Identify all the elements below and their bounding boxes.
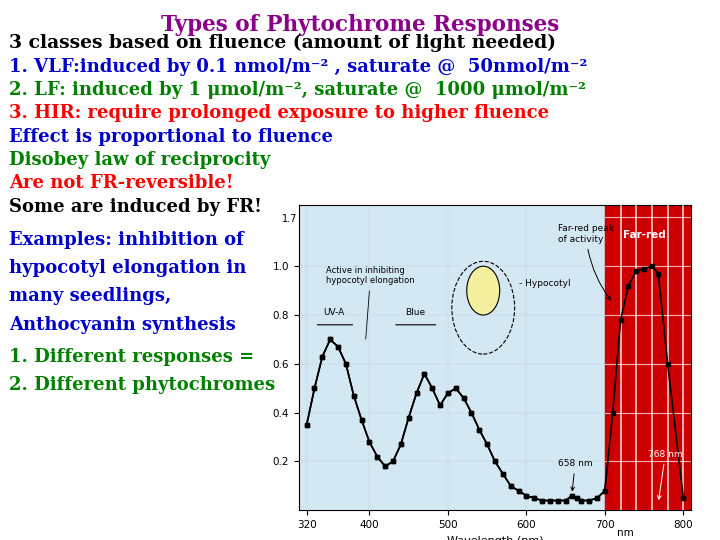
Text: Anthocyanin synthesis: Anthocyanin synthesis [9,316,235,334]
Text: Far-red peak
of activity: Far-red peak of activity [558,225,613,300]
Text: Disobey law of reciprocity: Disobey law of reciprocity [9,151,270,169]
Text: 768 nm: 768 nm [648,450,683,499]
Text: 1.7: 1.7 [282,214,297,224]
Text: Active in inhibiting
hypocotyl elongation: Active in inhibiting hypocotyl elongatio… [326,266,415,339]
Text: 3 classes based on fluence (amount of light needed): 3 classes based on fluence (amount of li… [9,33,556,52]
Text: many seedlings,: many seedlings, [9,287,171,305]
Text: hypocotyl elongation in: hypocotyl elongation in [9,259,246,277]
Text: Some are induced by FR!: Some are induced by FR! [9,198,261,216]
Text: 1. Different responses =: 1. Different responses = [9,348,253,366]
Text: Effect is proportional to fluence: Effect is proportional to fluence [9,128,333,146]
Text: Types of Phytochrome Responses: Types of Phytochrome Responses [161,14,559,36]
X-axis label: Wavelength (nm): Wavelength (nm) [446,536,544,540]
Text: 658 nm: 658 nm [558,460,593,490]
Ellipse shape [467,266,500,315]
Text: Are not FR-reversible!: Are not FR-reversible! [9,174,233,192]
Text: UV-A: UV-A [323,308,345,317]
Text: - Hypocotyl: - Hypocotyl [518,279,570,288]
Text: 3. HIR: require prolonged exposure to higher fluence: 3. HIR: require prolonged exposure to hi… [9,104,549,122]
Text: Far-red: Far-red [623,230,665,240]
Text: Examples: inhibition of: Examples: inhibition of [9,231,243,249]
Text: 1. VLF:induced by 0.1 nmol/m⁻² , saturate @  50nmol/m⁻²: 1. VLF:induced by 0.1 nmol/m⁻² , saturat… [9,58,587,76]
Text: Blue: Blue [405,308,425,317]
Bar [605,205,691,510]
Text: 2. LF: induced by 1 μmol/m⁻², saturate @  1000 μmol/m⁻²: 2. LF: induced by 1 μmol/m⁻², saturate @… [9,81,585,99]
Text: 2. Different phytochromes: 2. Different phytochromes [9,376,275,394]
Text: nm: nm [618,528,634,538]
